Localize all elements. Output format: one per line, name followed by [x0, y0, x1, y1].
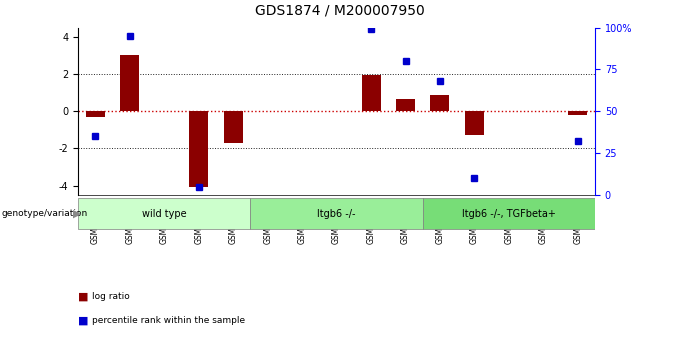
Bar [120, 56, 139, 111]
Bar [568, 111, 588, 115]
Text: GDS1874 / M200007950: GDS1874 / M200007950 [255, 3, 425, 18]
Text: log ratio: log ratio [92, 292, 130, 301]
Text: ltgb6 -/-, TGFbeta+: ltgb6 -/-, TGFbeta+ [462, 209, 556, 219]
Text: genotype/variation: genotype/variation [1, 209, 88, 218]
Text: ltgb6 -/-: ltgb6 -/- [318, 209, 356, 219]
Text: ■: ■ [78, 316, 88, 326]
Text: ■: ■ [78, 292, 88, 302]
Bar [78, 198, 250, 229]
Bar [465, 111, 484, 136]
Bar [430, 95, 449, 111]
Bar [362, 75, 381, 111]
Bar [250, 198, 423, 229]
Bar [86, 111, 105, 117]
Text: wild type: wild type [142, 209, 186, 219]
Bar [224, 111, 243, 143]
Text: percentile rank within the sample: percentile rank within the sample [92, 316, 245, 325]
Bar [423, 198, 595, 229]
Bar [396, 99, 415, 111]
Bar [189, 111, 208, 187]
Text: ▶: ▶ [73, 209, 82, 219]
